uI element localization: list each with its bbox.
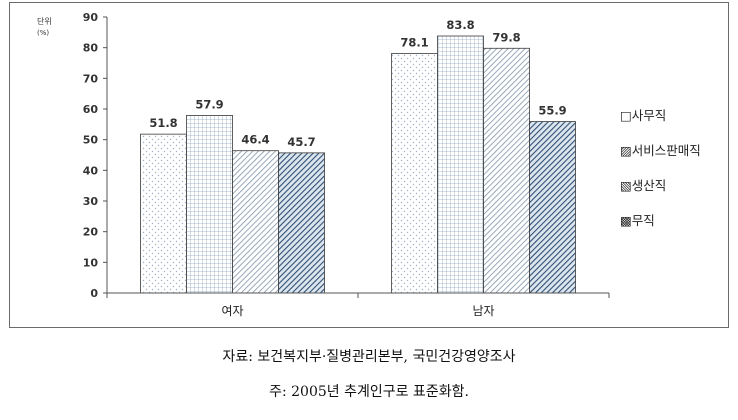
bar-value-label: 45.7: [287, 135, 315, 149]
y-tick-label: 20: [83, 226, 99, 239]
y-tick-label: 10: [83, 256, 99, 269]
bar-value-label: 46.4: [241, 133, 269, 147]
bar: [529, 121, 576, 294]
bar: [391, 53, 438, 294]
bar-value-label: 55.9: [538, 104, 566, 118]
bars: [140, 35, 576, 294]
y-tick-label: 80: [83, 42, 99, 55]
bar: [483, 47, 530, 294]
bar: [186, 115, 233, 294]
bar-value-label: 79.8: [492, 30, 520, 44]
legend-entry: ▩무직: [620, 213, 655, 228]
y-tick-label: 50: [83, 134, 99, 147]
legend-entry: ▨서비스판매직: [620, 143, 701, 158]
chart-frame: 단위 (%) 0 10 20 30 40 50 60 70 80 90 51.8 57.9 46.4 4…: [9, 2, 729, 328]
bar: [232, 150, 279, 294]
y-axis-unit-paren: (%): [37, 29, 49, 37]
bar: [278, 152, 325, 294]
value-labels: 51.8 57.9 46.4 45.7 78.1 83.8 79.8 55.9: [149, 18, 566, 149]
y-axis-ticks: 0 10 20 30 40 50 60 70 80 90: [83, 11, 107, 300]
x-category-label: 남자: [472, 304, 494, 318]
y-tick-label: 40: [83, 164, 99, 177]
bar: [140, 133, 187, 294]
bar-value-label: 83.8: [446, 18, 474, 32]
y-tick-label: 0: [90, 287, 98, 300]
x-axis-labels: 여자 남자: [221, 304, 494, 318]
y-tick-label: 60: [83, 103, 99, 116]
y-axis-unit-label: 단위: [37, 16, 52, 26]
legend-entry: ▧생산직: [620, 178, 666, 193]
x-category-label: 여자: [221, 304, 243, 318]
bar-value-label: 51.8: [149, 116, 177, 130]
bar: [437, 35, 484, 294]
legend: □사무직 ▨서비스판매직 ▧생산직 ▩무직: [620, 108, 701, 228]
source-caption: 자료: 보건복지부·질병관리본부, 국민건강영양조사: [222, 349, 516, 365]
note-caption: 주: 2005년 추계인구로 표준화함.: [269, 384, 469, 400]
axes: [106, 17, 610, 298]
bar-value-label: 57.9: [195, 97, 223, 111]
chart-svg: 단위 (%) 0 10 20 30 40 50 60 70 80 90 51.8 57.9 46.4 4…: [37, 11, 701, 318]
legend-entry: □사무직: [620, 108, 666, 123]
y-tick-label: 30: [83, 195, 99, 208]
bar-value-label: 78.1: [400, 35, 428, 49]
y-tick-label: 90: [83, 11, 99, 24]
y-tick-label: 70: [83, 72, 99, 85]
